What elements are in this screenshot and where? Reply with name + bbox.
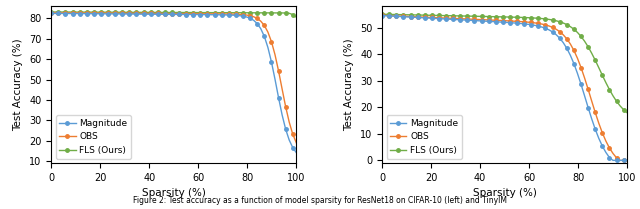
- OBS: [588, 100, 595, 102]
- FLS (Ours): [513, 16, 521, 19]
- FLS (Ours): [122, 11, 130, 14]
- FLS (Ours): [292, 16, 300, 18]
- OBS: [378, 14, 386, 17]
- Y-axis label: Test Accuracy (%): Test Accuracy (%): [13, 38, 24, 131]
- Magnitude: [122, 13, 130, 15]
- Magnitude: [584, 106, 592, 109]
- Magnitude: [378, 14, 386, 17]
- Line: OBS: OBS: [380, 14, 629, 162]
- FLS (Ours): [182, 11, 190, 14]
- OBS: [253, 17, 261, 20]
- FLS (Ours): [104, 11, 112, 13]
- FLS (Ours): [623, 112, 631, 114]
- Line: FLS (Ours): FLS (Ours): [49, 10, 298, 19]
- X-axis label: Sparsity (%): Sparsity (%): [142, 188, 205, 198]
- OBS: [616, 159, 624, 162]
- OBS: [111, 12, 119, 14]
- Magnitude: [111, 13, 119, 15]
- Line: Magnitude: Magnitude: [380, 14, 629, 162]
- Magnitude: [104, 13, 112, 15]
- Magnitude: [609, 159, 617, 162]
- Magnitude: [182, 13, 190, 16]
- FLS (Ours): [47, 11, 55, 13]
- OBS: [47, 11, 55, 14]
- Magnitude: [623, 159, 631, 162]
- X-axis label: Sparsity (%): Sparsity (%): [473, 188, 536, 198]
- OBS: [453, 17, 461, 20]
- Legend: Magnitude, OBS, FLS (Ours): Magnitude, OBS, FLS (Ours): [56, 115, 131, 158]
- Magnitude: [292, 151, 300, 154]
- FLS (Ours): [253, 11, 261, 14]
- OBS: [584, 88, 592, 90]
- OBS: [257, 20, 264, 22]
- FLS (Ours): [435, 14, 443, 17]
- OBS: [435, 17, 443, 19]
- OBS: [513, 20, 521, 23]
- FLS (Ours): [453, 15, 461, 17]
- FLS (Ours): [588, 52, 595, 55]
- Text: Figure 2: Test accuracy as a function of model sparsity for ResNet18 on CIFAR-10: Figure 2: Test accuracy as a function of…: [133, 196, 507, 205]
- Magnitude: [253, 22, 261, 25]
- OBS: [122, 12, 130, 15]
- Line: FLS (Ours): FLS (Ours): [380, 13, 629, 115]
- FLS (Ours): [111, 11, 119, 14]
- Line: OBS: OBS: [49, 11, 298, 145]
- OBS: [623, 159, 631, 162]
- OBS: [182, 12, 190, 15]
- Magnitude: [410, 16, 418, 19]
- Magnitude: [513, 22, 521, 24]
- FLS (Ours): [257, 11, 264, 14]
- FLS (Ours): [584, 46, 592, 48]
- OBS: [410, 15, 418, 18]
- Magnitude: [435, 17, 443, 20]
- OBS: [292, 141, 300, 144]
- OBS: [104, 12, 112, 14]
- Line: Magnitude: Magnitude: [49, 12, 298, 154]
- Y-axis label: Test Accuracy (%): Test Accuracy (%): [344, 38, 355, 131]
- Magnitude: [453, 18, 461, 21]
- Magnitude: [257, 27, 264, 30]
- Magnitude: [588, 117, 595, 120]
- Legend: Magnitude, OBS, FLS (Ours): Magnitude, OBS, FLS (Ours): [387, 115, 462, 158]
- FLS (Ours): [378, 13, 386, 15]
- FLS (Ours): [442, 14, 450, 17]
- Magnitude: [47, 12, 55, 15]
